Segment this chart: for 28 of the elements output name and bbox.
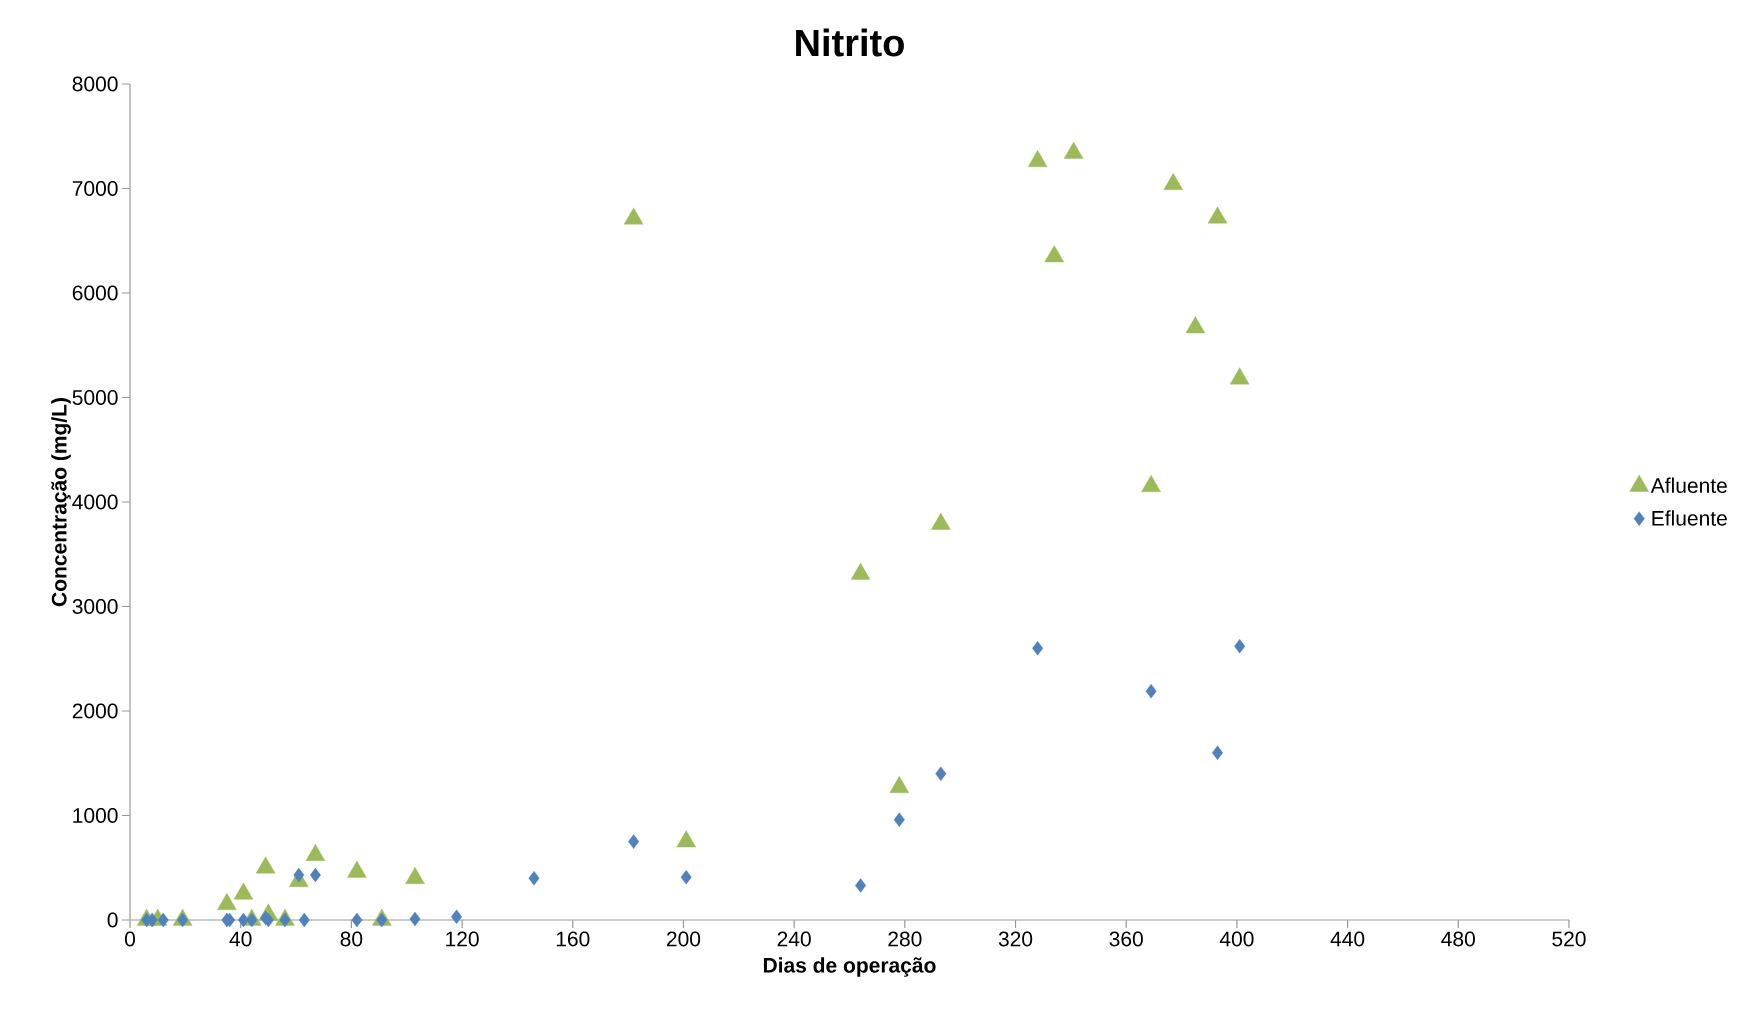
y-tick-label: 0 <box>107 912 118 928</box>
x-axis-title: Dias de operação <box>763 957 936 977</box>
y-tick-label: 5000 <box>72 390 118 405</box>
legend-label: Efluente <box>1652 510 1727 526</box>
x-tick-label: 80 <box>340 931 363 947</box>
chart-title: Nitrito <box>796 28 904 57</box>
y-tick-label: 2000 <box>72 703 118 719</box>
x-tick-label: 160 <box>556 931 590 947</box>
x-tick-label: 200 <box>666 931 701 947</box>
y-axis-title: Concentração (mg/L) <box>51 398 71 607</box>
x-tick-label: 40 <box>229 931 252 947</box>
x-tick-label: 0 <box>124 931 136 947</box>
x-tick-label: 440 <box>1330 931 1365 947</box>
y-tick-label: 7000 <box>72 181 118 196</box>
x-tick-label: 400 <box>1219 931 1254 947</box>
x-tick-label: 280 <box>888 931 922 947</box>
legend-label: Afluente <box>1650 477 1727 494</box>
y-tick-label: 8000 <box>72 76 118 92</box>
y-tick-label: 1000 <box>73 808 118 823</box>
x-tick-label: 360 <box>1109 931 1143 947</box>
x-tick-label: 120 <box>446 931 479 947</box>
x-tick-label: 520 <box>1552 931 1586 947</box>
y-tick-label: 4000 <box>72 494 118 510</box>
x-tick-label: 480 <box>1441 931 1475 947</box>
x-tick-label: 240 <box>777 931 811 947</box>
x-tick-label: 320 <box>998 931 1033 947</box>
y-tick-label: 6000 <box>72 285 118 301</box>
y-tick-label: 3000 <box>72 599 118 614</box>
